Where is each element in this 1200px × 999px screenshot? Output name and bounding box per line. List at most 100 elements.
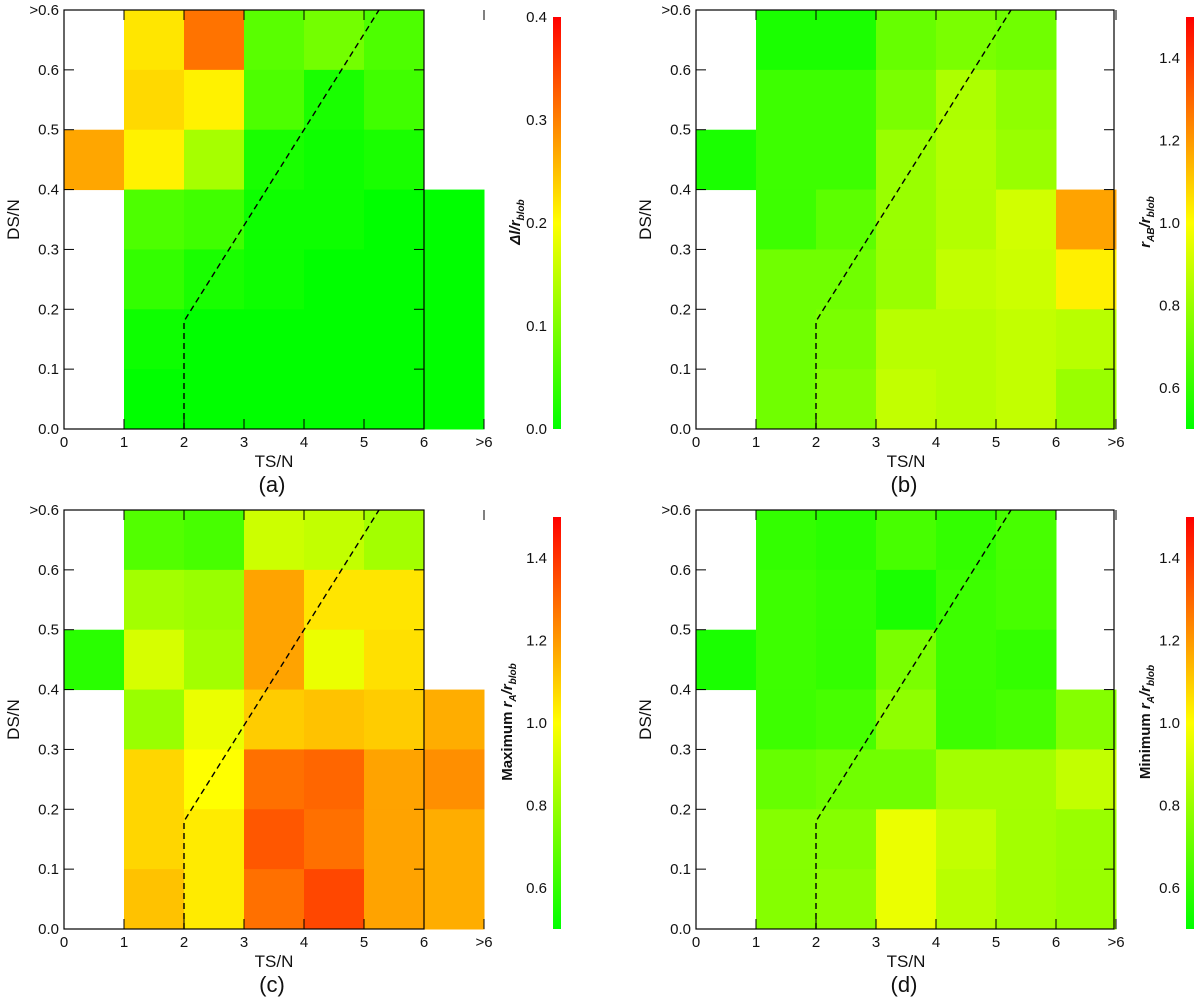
heatmap-cell: [756, 689, 817, 750]
heatmap-cell: [936, 510, 997, 571]
panel-label: (a): [259, 472, 286, 497]
heatmap-cell: [244, 749, 305, 810]
y-tick-label: 0.1: [38, 861, 59, 878]
heatmap-cell: [696, 129, 757, 191]
y-tick-label: >0.6: [661, 2, 691, 19]
heatmap-cell: [424, 809, 485, 870]
heatmap-cell: [124, 569, 185, 631]
heatmap-cell: [936, 309, 997, 370]
heatmap-cell: [64, 129, 125, 191]
heatmap-cell: [816, 629, 877, 691]
heatmap-cell: [304, 369, 365, 430]
heatmap-cell: [124, 369, 185, 430]
x-tick-label: 6: [1052, 434, 1060, 451]
heatmap-cell: [816, 869, 877, 930]
y-tick-label: 0.0: [38, 421, 59, 438]
heatmap-cell: [816, 249, 877, 310]
y-tick-label: 0.4: [38, 682, 59, 699]
heatmap-cell: [936, 129, 997, 191]
heatmap-cell: [996, 189, 1057, 250]
heatmap-cell: [304, 69, 365, 131]
heatmap-cell: [304, 809, 365, 870]
heatmap-cell: [876, 369, 937, 430]
heatmap-cell: [304, 869, 365, 930]
heatmap-cell: [816, 10, 877, 71]
heatmap-cell: [1056, 189, 1117, 250]
heatmap-cell: [996, 69, 1057, 131]
heatmap-cell: [364, 510, 425, 571]
heatmap-cell: [364, 809, 425, 870]
x-tick-label: >6: [475, 934, 492, 951]
heatmap-cell: [756, 869, 817, 930]
heatmap-cell: [424, 689, 485, 750]
heatmap-cell: [184, 10, 245, 71]
colorbar-label: Δl/rblob: [507, 199, 527, 245]
y-tick-label: 0.1: [38, 361, 59, 378]
heatmap-cell: [184, 749, 245, 810]
heatmap-cell: [124, 189, 185, 250]
heatmap-cell: [184, 369, 245, 430]
colorbar: [553, 517, 561, 929]
heatmap-cell: [424, 869, 485, 930]
heatmap-cell: [184, 510, 245, 571]
heatmap-cell: [364, 869, 425, 930]
x-tick-label: 0: [60, 934, 68, 951]
heatmap-cell: [184, 629, 245, 691]
colorbar-label: Minimum rA/rblob: [1137, 665, 1157, 779]
heatmap-cell: [124, 10, 185, 71]
plot-frame: [695, 509, 1115, 930]
x-tick-label: 0: [60, 434, 68, 451]
y-tick-label: 0.6: [38, 62, 59, 79]
heatmap-cell: [756, 569, 817, 631]
heatmap-cell: [876, 510, 937, 571]
x-axis-label: TS/N: [887, 952, 926, 971]
colorbar-label-mid: /r: [499, 683, 516, 695]
heatmap-cell: [996, 309, 1057, 370]
panel-label: (d): [891, 972, 918, 997]
y-axis-label: DS/N: [4, 199, 23, 240]
x-tick-label: 1: [752, 934, 760, 951]
heatmap-cell: [996, 749, 1057, 810]
x-tick-label: >6: [1107, 934, 1124, 951]
heatmap-cell: [756, 510, 817, 571]
heatmap-cell: [816, 189, 877, 250]
y-tick-label: 0.2: [38, 301, 59, 318]
heatmap-cell: [996, 249, 1057, 310]
heatmap-cell: [876, 809, 937, 870]
heatmap-cell: [816, 69, 877, 131]
heatmap-cell: [244, 689, 305, 750]
heatmap-cell: [64, 629, 125, 691]
heatmap-cell: [756, 629, 817, 691]
x-tick-label: 3: [240, 434, 248, 451]
heatmap-cell: [876, 569, 937, 631]
heatmap-cell: [816, 689, 877, 750]
heatmap-cell: [184, 189, 245, 250]
colorbar-tick-label: 0.4: [526, 9, 547, 26]
x-axis-label: TS/N: [255, 952, 294, 971]
boundary-dashed-line: [815, 9, 1012, 429]
heatmap-cell: [936, 629, 997, 691]
colorbar-tick-label: 0.0: [526, 421, 547, 438]
y-tick-label: 0.5: [38, 122, 59, 139]
heatmap-cell: [244, 129, 305, 191]
x-axis-label: TS/N: [255, 452, 294, 471]
heatmap-cell: [364, 569, 425, 631]
y-tick-label: 0.5: [670, 622, 691, 639]
heatmap-cell: [816, 749, 877, 810]
y-tick-label: 0.1: [670, 361, 691, 378]
heatmap-cell: [816, 309, 877, 370]
heatmap-cell: [1056, 689, 1117, 750]
y-tick-label: 0.4: [670, 182, 691, 199]
heatmap-cell: [936, 869, 997, 930]
x-tick-label: 0: [692, 934, 700, 951]
heatmap-cell: [124, 510, 185, 571]
heatmap-cell: [996, 129, 1057, 191]
colorbar-label-main: r: [1137, 241, 1154, 248]
heatmap-cell: [424, 309, 485, 370]
y-tick-label: >0.6: [661, 502, 691, 519]
heatmap-cell: [364, 629, 425, 691]
heatmap-cell: [304, 689, 365, 750]
x-tick-label: 4: [932, 934, 940, 951]
heatmap-cell: [936, 189, 997, 250]
